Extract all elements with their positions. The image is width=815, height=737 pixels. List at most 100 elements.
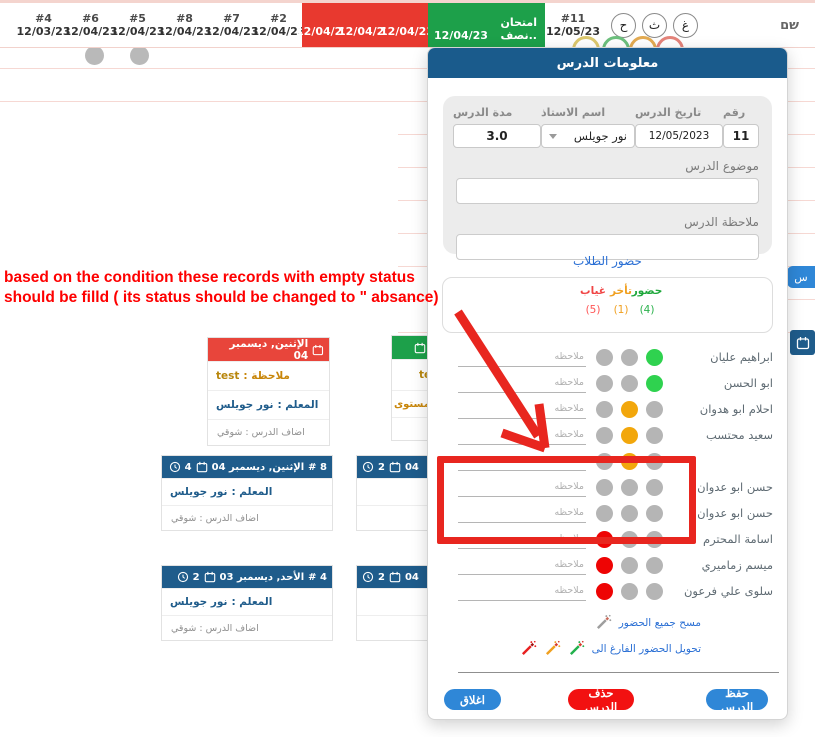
student-name: حسن ابو عدوان [697, 480, 773, 494]
lesson-date-input[interactable]: 12/05/2023 [635, 124, 723, 148]
lesson-card-8[interactable]: # 8 الإثنين, ديسمبر 04 4 المعلم : نور جو… [161, 455, 333, 531]
lesson-number: # 8 [308, 461, 327, 473]
present-dot[interactable] [646, 400, 663, 418]
tab-id: #4 [35, 12, 52, 25]
annotation-highlight-rect [437, 456, 696, 544]
lesson-date: 04 [404, 461, 419, 473]
lesson-fields-panel: رقم 11 تاريخ الدرس 12/05/2023 اسم الاستا… [443, 96, 772, 260]
present-count: (4) [639, 304, 655, 316]
student-note-input[interactable] [458, 555, 586, 575]
delete-lesson-button[interactable]: حذف الدرس [568, 688, 634, 714]
top-date-tabs-bar: #4 12/03/23 #6 12/04/23 #5 12/04/23 #8 1… [0, 0, 815, 48]
date-tab-red-1[interactable]: 12/04/23 [296, 3, 350, 47]
absent-dot[interactable] [596, 478, 613, 496]
magic-wand-orange-icon[interactable] [544, 640, 561, 657]
date-tab-6[interactable]: #6 12/04/23 [64, 3, 118, 47]
lesson-date: الإثنين, ديسمبر 04 [211, 461, 305, 473]
magic-wand-gray-icon[interactable] [595, 614, 612, 631]
side-calendar-button[interactable] [790, 330, 815, 355]
date-tab-2[interactable]: #2 12/04/23 [252, 3, 306, 47]
topic-input[interactable] [456, 178, 759, 204]
student-name: حسن ابو عدوان [697, 506, 773, 520]
late-dot[interactable] [621, 348, 638, 366]
lesson-number-input[interactable]: 11 [723, 124, 759, 148]
absent-dot[interactable] [596, 348, 613, 366]
student-attendance-link[interactable]: حضور الطلاب [573, 254, 642, 268]
lesson-number: # 4 [308, 571, 327, 583]
teacher-select[interactable]: نور جويلس [541, 124, 635, 148]
lesson-card-red[interactable]: الإثنين, ديسمبر 04 ملاحظة : test المعلم … [207, 337, 330, 446]
bg-row-line [0, 68, 815, 69]
lesson-card-header: # 4 الأحد, ديسمبر 03 2 [162, 566, 332, 588]
save-lesson-button[interactable]: حفظ الدرس [706, 688, 768, 714]
absent-dot[interactable] [596, 374, 613, 392]
present-dot[interactable] [646, 374, 663, 392]
tab-id: #11 [560, 12, 586, 25]
convert-empty-label[interactable]: تحويل الحضور الفارغ الى [591, 642, 701, 655]
calendar-icon [204, 571, 215, 583]
late-dot[interactable] [621, 582, 638, 600]
present-dot[interactable] [646, 556, 663, 574]
tab-date: 12/04/23 [296, 25, 350, 38]
lesson-date: الأحد, ديسمبر 03 [219, 571, 305, 583]
clock-icon [177, 571, 188, 583]
late-dot[interactable] [621, 400, 638, 418]
tab-date: 12/04/23 [434, 29, 488, 42]
late-dot[interactable] [621, 504, 638, 522]
late-dot[interactable] [621, 374, 638, 392]
absent-dot[interactable] [596, 426, 613, 444]
chevron-down-icon [549, 133, 557, 139]
date-tab-4[interactable]: #4 12/03/23 [17, 3, 71, 47]
student-name: احلام ابو هدوان [699, 402, 773, 416]
absent-dot[interactable] [596, 400, 613, 418]
magic-wand-red-icon[interactable] [520, 640, 537, 657]
present-dot[interactable] [646, 348, 663, 366]
date-tab-red-2[interactable]: 12/04/23 [338, 3, 392, 47]
duration-input[interactable]: 3.0 [453, 124, 541, 148]
absent-dot[interactable] [596, 556, 613, 574]
late-legend-label: تأخر [610, 285, 632, 297]
student-note-input[interactable] [458, 581, 586, 601]
lesson-hours: 2 [378, 461, 385, 473]
student-note-input[interactable] [458, 373, 586, 393]
lesson-teacher-row: المعلم : نور جويلس [162, 588, 332, 615]
name-column-header: שם [780, 17, 799, 33]
date-tab-exam[interactable]: 12/04/23 امتحان نصف.. [428, 3, 545, 47]
late-dot[interactable] [621, 426, 638, 444]
lesson-hours: 2 [192, 571, 200, 583]
date-tab-11[interactable]: #11 12/05/23 [545, 3, 601, 47]
student-note-input[interactable] [458, 477, 586, 497]
date-tab-red-3[interactable]: 12/04/23 [380, 3, 434, 47]
student-name: اسامة المحترم [702, 532, 773, 546]
student-note-input[interactable] [458, 503, 586, 523]
attendance-legend: حضور (4) تأخر (1) غياب (5) [442, 277, 773, 333]
late-dot[interactable] [621, 556, 638, 574]
magic-wand-green-icon[interactable] [568, 640, 585, 657]
side-seen-badge[interactable]: س [787, 266, 815, 288]
filter-thaa-button[interactable]: ث [642, 12, 667, 38]
clear-all-attendance-label[interactable]: مسح جميع الحضور [618, 616, 701, 629]
filter-haa-button[interactable]: ح [611, 12, 636, 38]
filter-ghayn-button[interactable]: غ [673, 12, 698, 38]
date-tab-8[interactable]: #8 12/04/23 [158, 3, 212, 47]
absent-dot[interactable] [596, 504, 613, 522]
present-dot[interactable] [646, 582, 663, 600]
annotation-arrow [454, 309, 550, 453]
absent-dot[interactable] [596, 582, 613, 600]
letter-filter-buttons: ح ث غ [611, 3, 698, 47]
lesson-card-4[interactable]: # 4 الأحد, ديسمبر 03 2 المعلم : نور جويل… [161, 565, 333, 641]
present-dot[interactable] [646, 478, 663, 496]
date-tab-7[interactable]: #7 12/04/23 [205, 3, 259, 47]
lesson-note-input[interactable] [456, 234, 759, 260]
student-row: سلوى علي فرعون [442, 578, 773, 604]
student-name: سعيد محتسب [706, 428, 773, 442]
calendar-icon [389, 461, 401, 473]
student-row: ابو الحسن [442, 370, 773, 396]
late-dot[interactable] [621, 478, 638, 496]
tab-id: #7 [223, 12, 240, 25]
present-dot[interactable] [646, 504, 663, 522]
teacher-selected-value: نور جويلس [573, 129, 627, 143]
close-button[interactable]: اغلاق [444, 689, 501, 710]
present-dot[interactable] [646, 426, 663, 444]
date-tab-5[interactable]: #5 12/04/23 [111, 3, 165, 47]
